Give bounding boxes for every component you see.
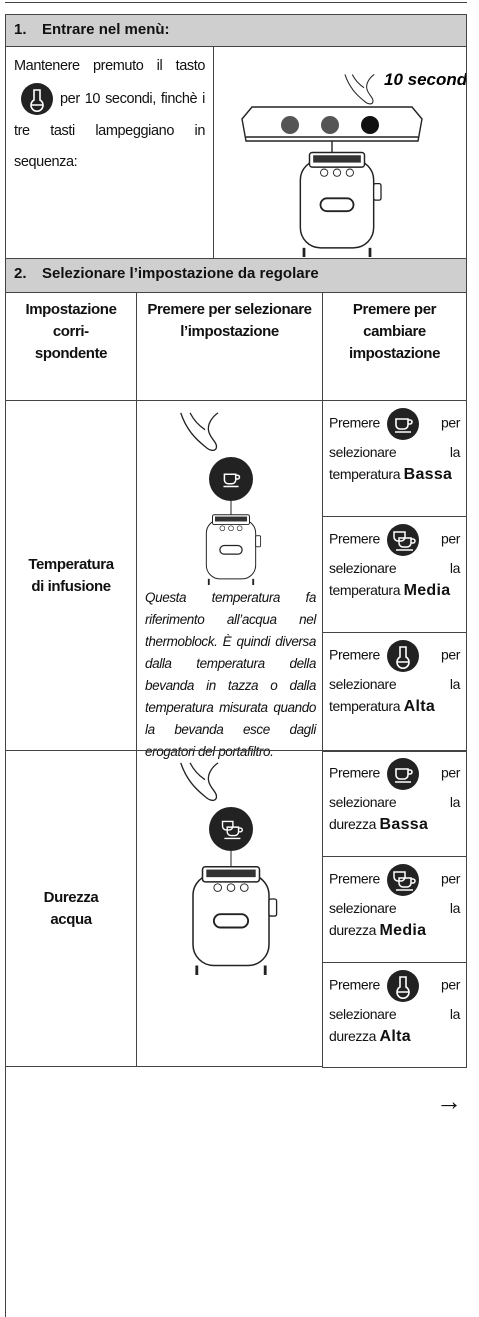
option-prefix: Premere xyxy=(329,414,380,431)
column-header: Premere per selezio­nare l’impostazione xyxy=(136,292,323,401)
setting-cell: Tempe­ratura di infusione xyxy=(5,400,137,751)
option-prefix: Premere xyxy=(329,976,380,993)
column-header: Premere per cambiare impostazione xyxy=(322,292,467,401)
option-text: per selezionare la temperatura xyxy=(329,414,460,482)
option-text: per selezionare la durezza xyxy=(329,870,460,938)
instruction-text: per 10 secondi, finchè i tre tasti lampe… xyxy=(14,90,205,170)
button-icon xyxy=(386,407,420,441)
illustration-cell: 10 seconds xyxy=(213,46,477,259)
button-icon xyxy=(386,863,420,897)
option-text: per selezionare la temperatura xyxy=(329,646,460,714)
button-icon xyxy=(386,969,420,1003)
option-level: Bassa xyxy=(379,816,429,833)
option-text: per selezionare la temperatura xyxy=(329,530,460,598)
next-arrow: → xyxy=(436,1086,462,1116)
section-number: 1. xyxy=(14,21,27,38)
illustration-cell: Questa temperatura fa riferimento all’ac… xyxy=(136,400,323,759)
instruction-text: Mantenere premuto il tasto xyxy=(14,58,205,74)
option-cell: Premere per selezionare la temperatura M… xyxy=(322,516,467,633)
section-title: Selezionare l’impostazione da regolare xyxy=(42,265,319,282)
option-cell: Premere per selezionare la temperatura A… xyxy=(322,632,467,752)
option-prefix: Premere xyxy=(329,764,380,781)
option-level: Media xyxy=(403,582,451,599)
section-header: 2. Selezionare l’impostazione da regolare xyxy=(5,258,467,293)
illustration-label-text: 10 seconds xyxy=(384,70,466,89)
note: Questa temperatura fa riferimento all’ac… xyxy=(145,590,316,759)
option-prefix: Premere xyxy=(329,646,380,663)
illustration-cell xyxy=(136,750,323,1067)
section-title: Entrare nel menù: xyxy=(42,21,170,38)
option-level: Alta xyxy=(379,1028,411,1045)
button-icon xyxy=(386,523,420,557)
option-text: per selezionare la durezza xyxy=(329,764,460,832)
option-cell: Premere per selezionare la temperatura B… xyxy=(322,400,467,517)
option-level: Alta xyxy=(403,698,436,715)
column-header: Imposta­zione corri­spondente xyxy=(5,292,137,401)
left-rule xyxy=(5,1066,6,1317)
illustration xyxy=(179,762,279,975)
illustration xyxy=(179,412,263,585)
button-icon xyxy=(386,639,420,673)
setting-name: Durezza acqua xyxy=(43,888,99,928)
option-cell: Premere per selezionare la durezza Bassa xyxy=(322,750,467,857)
top-rule xyxy=(5,2,467,3)
illustration-label: 10 seconds xyxy=(384,70,466,89)
option-prefix: Premere xyxy=(329,530,380,547)
instruction-cell: Mantenere premuto il tasto per 10 secondi… xyxy=(5,46,214,259)
setting-cell: Durezza acqua xyxy=(5,750,137,1067)
setting-name: Tempe­ratura di infusione xyxy=(28,555,114,595)
button-icon xyxy=(386,757,420,791)
section-number: 2. xyxy=(14,265,27,282)
option-level: Media xyxy=(379,922,427,939)
option-cell: Premere per selezionare la durezza Alta xyxy=(322,962,467,1068)
option-text: per selezionare la durezza xyxy=(329,976,460,1044)
option-cell: Premere per selezionare la durezza Media xyxy=(322,856,467,963)
option-prefix: Premere xyxy=(329,870,380,887)
button-icon xyxy=(20,82,54,116)
illustration: 10 seconds xyxy=(241,70,477,257)
option-level: Bassa xyxy=(403,466,453,483)
section-header: 1. Entrare nel menù: xyxy=(5,14,467,47)
